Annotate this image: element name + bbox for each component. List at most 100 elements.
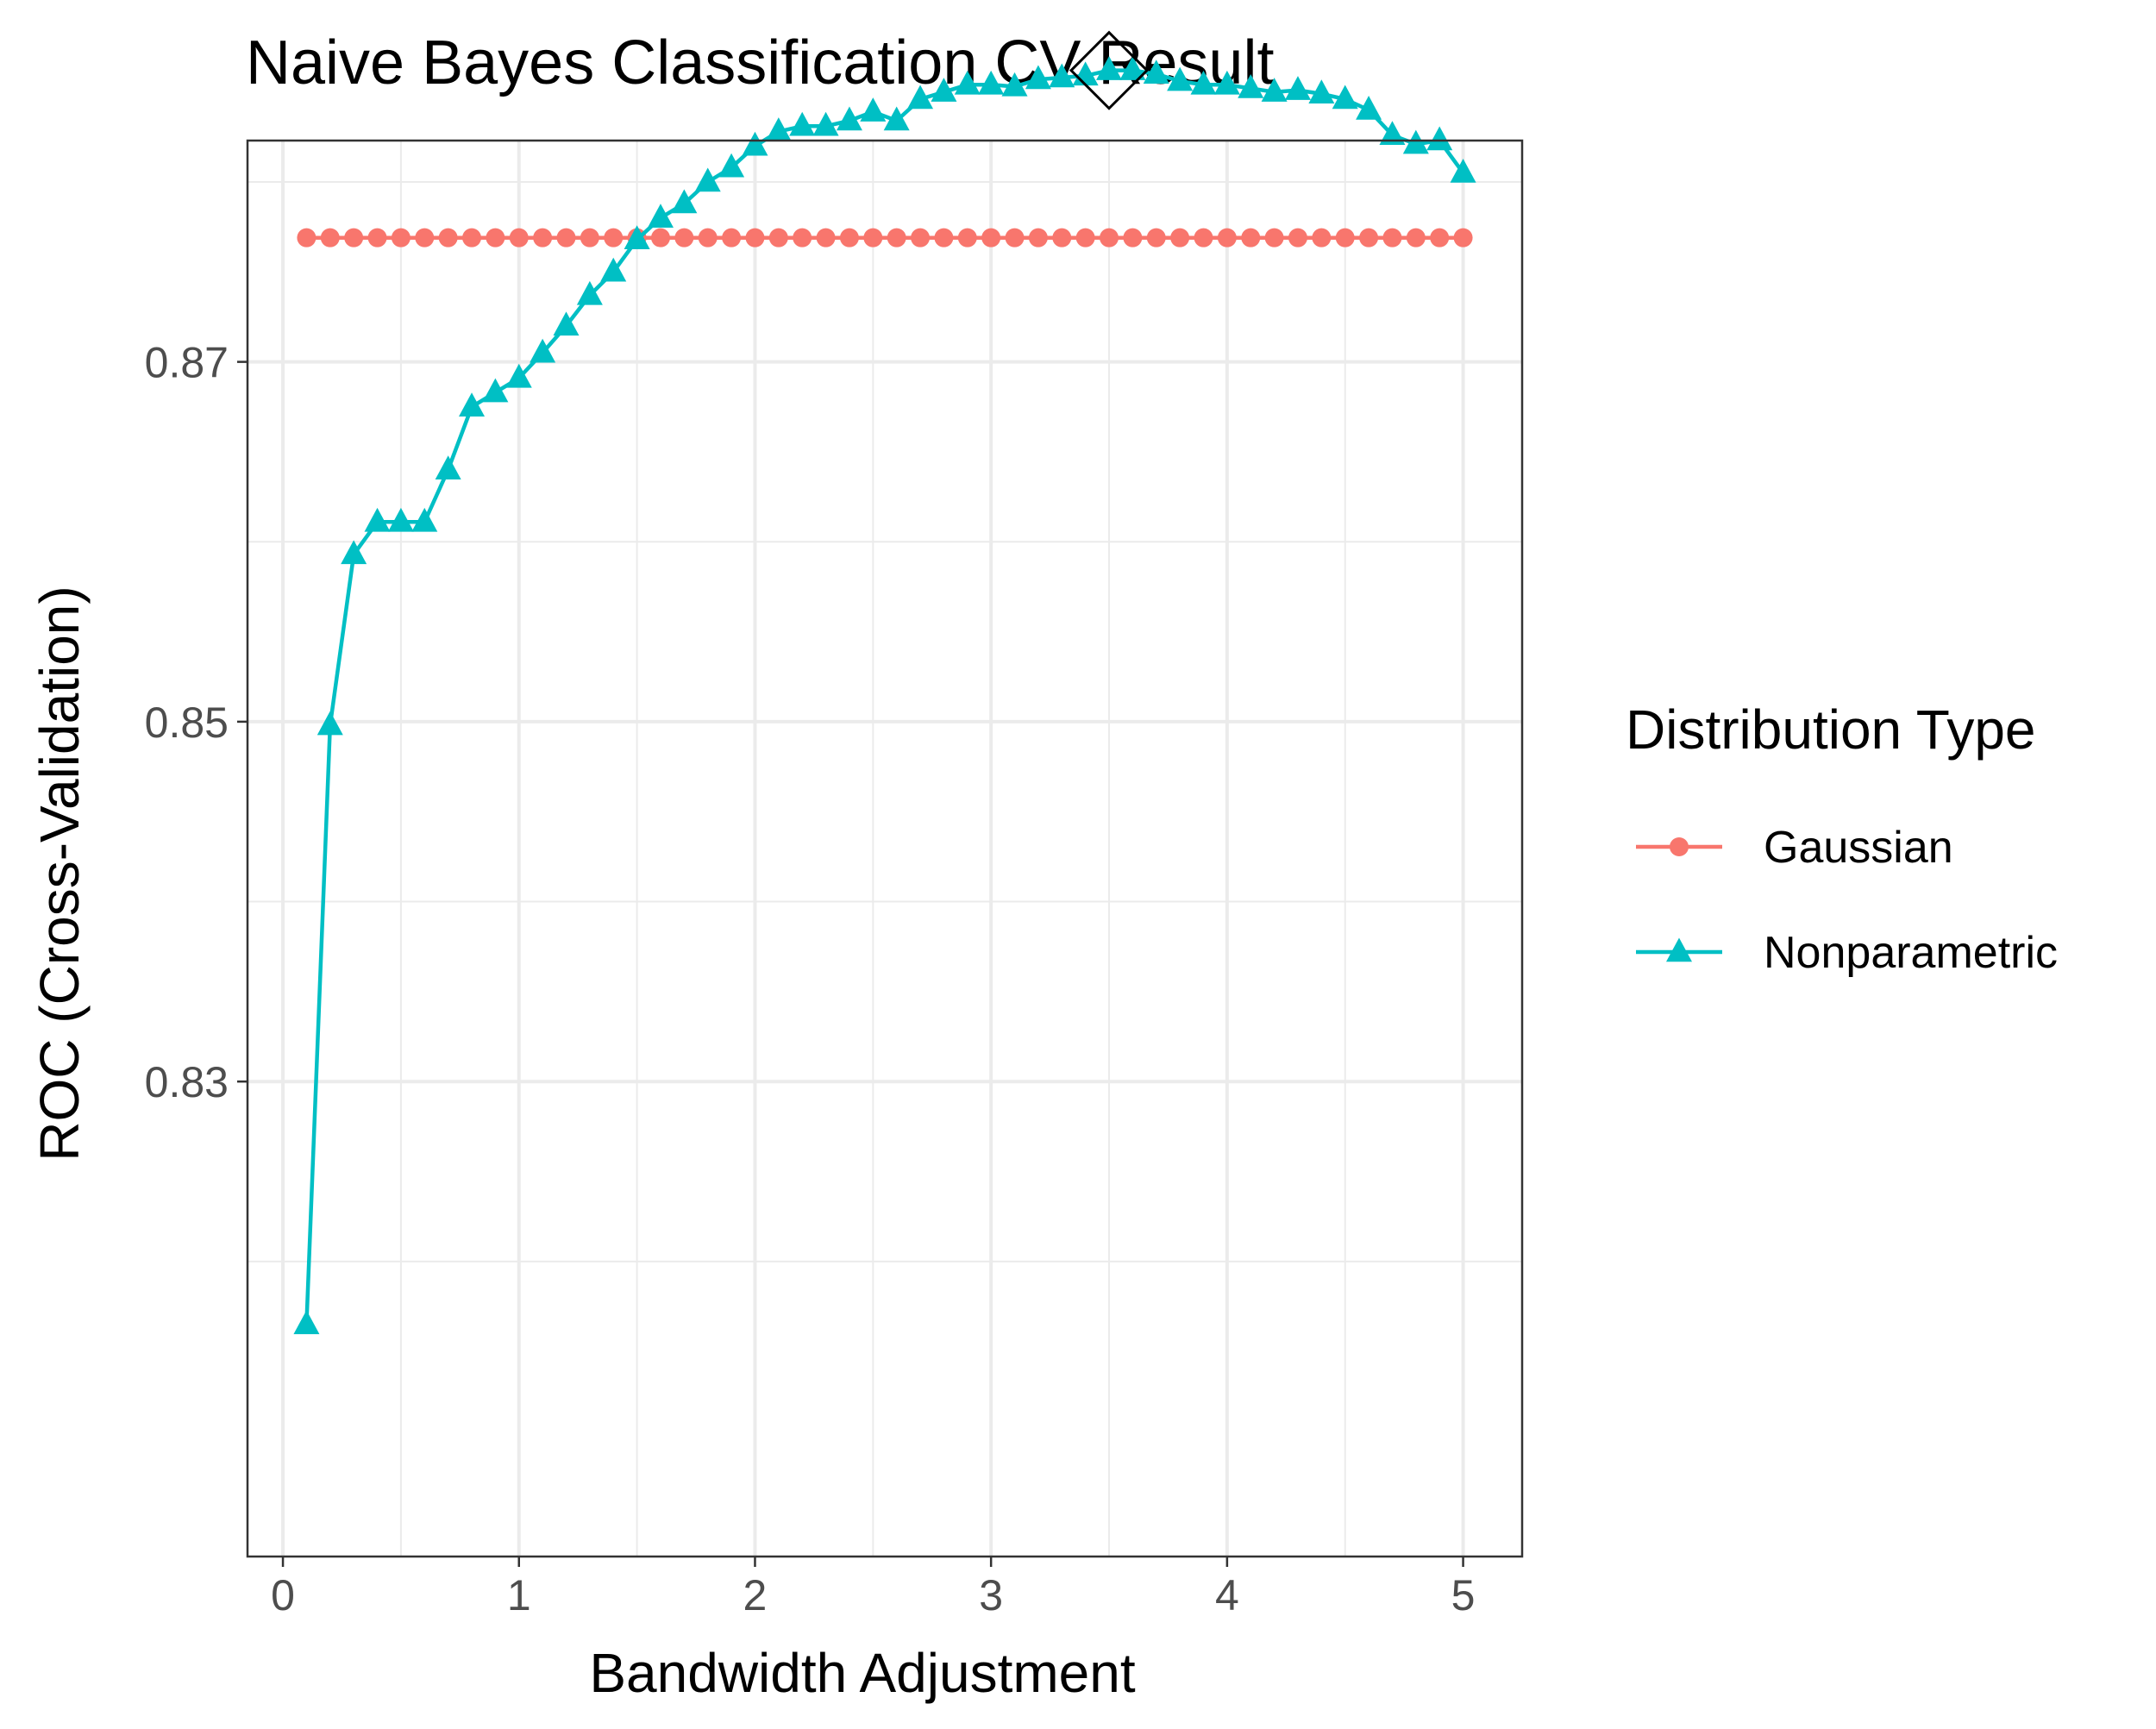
- legend-key-marker-gaussian: [1670, 837, 1689, 856]
- data-point-gaussian: [533, 228, 553, 247]
- chart-title: Naive Bayes Classification CV Result: [246, 28, 1274, 97]
- data-point-gaussian: [957, 228, 977, 247]
- data-point-gaussian: [1406, 228, 1426, 247]
- data-point-nonparametric: [883, 106, 910, 131]
- data-point-gaussian: [1028, 228, 1048, 247]
- data-point-gaussian: [650, 228, 670, 247]
- data-point-nonparametric: [1379, 121, 1406, 145]
- data-point-nonparametric: [789, 111, 816, 136]
- data-point-gaussian: [934, 228, 954, 247]
- data-point-nonparametric: [812, 111, 839, 136]
- legend-title: Distribution Type: [1626, 698, 2036, 761]
- data-point-gaussian: [462, 228, 482, 247]
- data-point-nonparametric: [1190, 70, 1217, 95]
- data-point-nonparametric: [742, 131, 768, 156]
- plot-panel: [246, 139, 1524, 1558]
- data-point-nonparametric: [836, 106, 862, 131]
- data-point-nonparametric: [1332, 85, 1358, 110]
- data-point-nonparametric: [765, 117, 792, 141]
- data-point-gaussian: [1312, 228, 1332, 247]
- data-point-gaussian: [839, 228, 859, 247]
- legend-key-marker-nonparametric: [1666, 937, 1692, 962]
- x-tick-label: 4: [1215, 1571, 1239, 1619]
- data-point-nonparametric: [1025, 65, 1051, 90]
- data-point-gaussian: [1453, 228, 1473, 247]
- data-point-nonparametric: [411, 507, 438, 532]
- annotation-layer: [1069, 30, 1150, 110]
- data-point-nonparametric: [576, 280, 603, 305]
- data-point-gaussian: [1264, 228, 1284, 247]
- data-point-gaussian: [1146, 228, 1166, 247]
- legend-label-gaussian: Gaussian: [1764, 823, 1953, 873]
- data-point-gaussian: [1170, 228, 1190, 247]
- y-tick-label: 0.87: [145, 339, 229, 387]
- data-point-gaussian: [367, 228, 387, 247]
- data-point-gaussian: [604, 228, 624, 247]
- data-point-nonparametric: [553, 311, 580, 336]
- data-point-nonparametric: [671, 189, 698, 214]
- data-point-nonparametric: [482, 378, 509, 403]
- x-tick-label: 1: [507, 1571, 531, 1619]
- data-point-nonparametric: [1167, 66, 1194, 91]
- data-point-gaussian: [793, 228, 812, 247]
- data-point-nonparametric: [931, 78, 957, 102]
- data-point-gaussian: [1052, 228, 1072, 247]
- data-point-nonparametric: [978, 70, 1005, 95]
- data-point-gaussian: [981, 228, 1001, 247]
- grid-minor: [248, 141, 1522, 1557]
- data-point-gaussian: [556, 228, 576, 247]
- data-point-gaussian: [1194, 228, 1213, 247]
- data-point-nonparametric: [694, 167, 721, 192]
- data-point-gaussian: [486, 228, 505, 247]
- data-point-gaussian: [1335, 228, 1355, 247]
- data-point-nonparametric: [341, 540, 367, 565]
- data-point-nonparametric: [293, 1310, 320, 1335]
- data-point-gaussian: [911, 228, 931, 247]
- data-point-nonparametric: [1308, 79, 1335, 104]
- data-point-gaussian: [1382, 228, 1402, 247]
- data-point-nonparametric: [860, 97, 887, 122]
- x-tick-label: 3: [979, 1571, 1003, 1619]
- data-point-nonparametric: [954, 70, 981, 95]
- data-point-gaussian: [1075, 228, 1095, 247]
- data-point-gaussian: [580, 228, 599, 247]
- data-point-nonparametric: [1426, 126, 1453, 151]
- data-point-gaussian: [438, 228, 458, 247]
- x-tick-label: 5: [1451, 1571, 1476, 1619]
- data-point-gaussian: [745, 228, 765, 247]
- data-point-gaussian: [1100, 228, 1119, 247]
- data-point-gaussian: [391, 228, 411, 247]
- data-point-nonparametric: [600, 257, 627, 282]
- legend: Distribution Type Gaussian Nonparametric: [1626, 698, 2058, 978]
- y-tick-label: 0.85: [145, 698, 229, 747]
- data-point-gaussian: [297, 228, 317, 247]
- data-point-gaussian: [1288, 228, 1307, 247]
- data-point-gaussian: [1005, 228, 1025, 247]
- data-point-nonparametric: [435, 455, 461, 480]
- data-point-nonparametric: [1049, 63, 1075, 88]
- y-axis: 0.83 0.85 0.87: [145, 339, 248, 1106]
- data-point-nonparametric: [1001, 72, 1028, 97]
- data-point-nonparametric: [1261, 78, 1288, 102]
- y-tick-label: 0.83: [145, 1058, 229, 1106]
- best-value-diamond-marker: [1069, 30, 1150, 110]
- x-tick-label: 2: [743, 1571, 768, 1619]
- data-point-nonparametric: [364, 507, 391, 532]
- data-point-nonparametric: [1238, 73, 1264, 98]
- data-point-nonparametric: [387, 507, 414, 532]
- data-point-nonparametric: [1213, 70, 1240, 95]
- series-layer: [293, 56, 1476, 1335]
- data-point-nonparametric: [1284, 76, 1311, 100]
- data-point-gaussian: [722, 228, 742, 247]
- data-point-nonparametric: [624, 225, 650, 250]
- data-point-gaussian: [698, 228, 718, 247]
- data-point-gaussian: [509, 228, 529, 247]
- data-point-gaussian: [1217, 228, 1237, 247]
- x-tick-label: 0: [271, 1571, 295, 1619]
- data-point-nonparametric: [530, 338, 556, 363]
- legend-label-nonparametric: Nonparametric: [1764, 928, 2058, 978]
- data-point-nonparametric: [718, 153, 745, 178]
